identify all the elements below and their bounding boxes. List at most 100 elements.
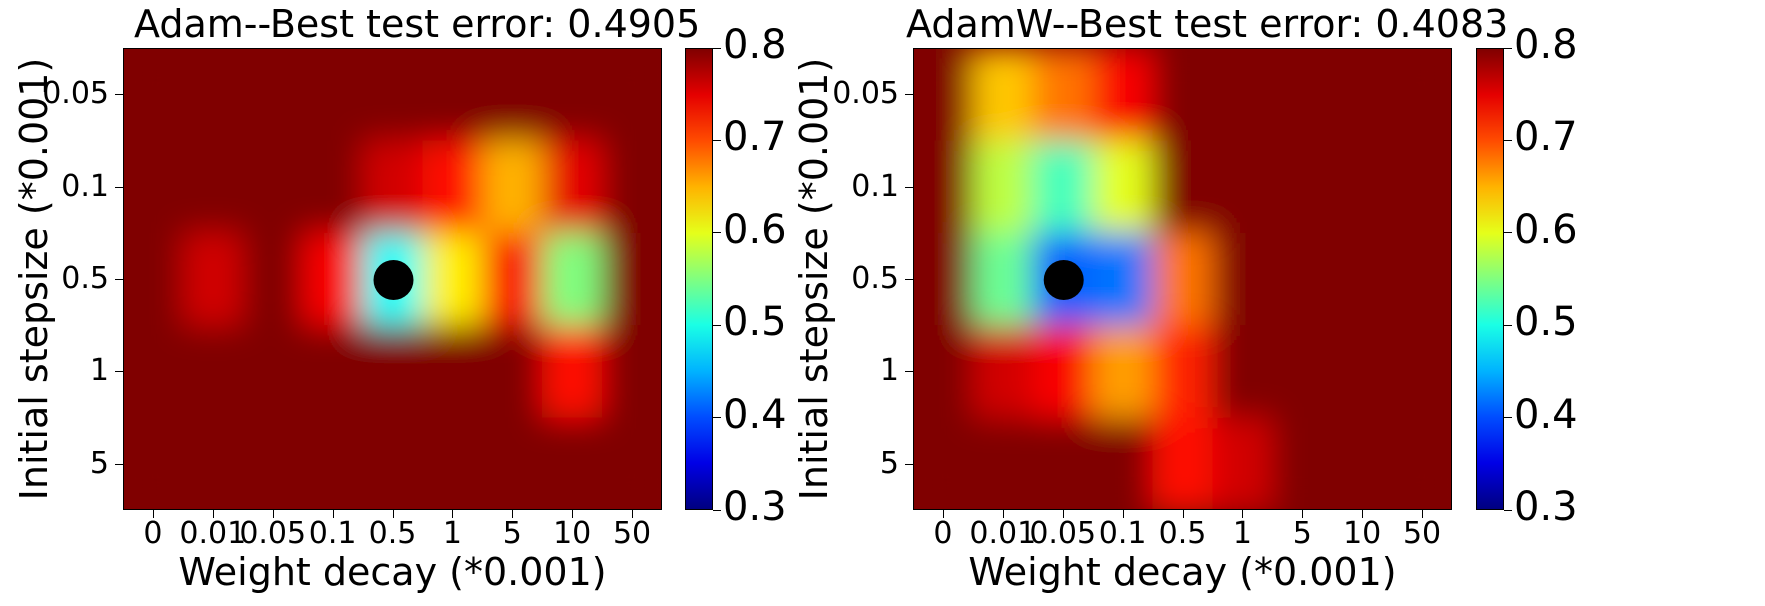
- colorbar-tick-label: 0.8: [723, 22, 787, 68]
- heatmap-cell: [602, 49, 661, 143]
- colorbar-tick-label: 0.3: [1514, 484, 1578, 530]
- heatmap-cell: [124, 325, 185, 420]
- y-tick-mark: [115, 463, 123, 465]
- heatmap-cell: [242, 49, 305, 143]
- heatmap-cell: [242, 232, 305, 328]
- heatmap-cell: [482, 417, 545, 509]
- heatmap-cell: [914, 325, 975, 420]
- heatmap-cell: [542, 140, 605, 235]
- x-tick-mark: [152, 510, 154, 518]
- x-tick-mark: [1422, 510, 1424, 518]
- y-tick-label: 0.5: [61, 261, 109, 296]
- heatmap-cell: [1392, 49, 1451, 143]
- heatmap-cell: [1152, 232, 1215, 328]
- y-tick-label: 5: [89, 445, 109, 481]
- y-tick-mark: [905, 463, 913, 465]
- colorbar-tick-mark: [1504, 139, 1512, 141]
- heatmap-cell: [1032, 417, 1095, 509]
- colorbar-tick-mark: [1504, 47, 1512, 49]
- heatmap-cell: [1212, 325, 1275, 420]
- heatmap-cell: [1212, 140, 1275, 235]
- heatmap-cell: [302, 140, 365, 235]
- colorbar-tick-mark: [713, 509, 721, 511]
- heatmap-cell: [242, 140, 305, 235]
- y-tick-label: 5: [879, 445, 899, 481]
- x-tick-label: 0.5: [1158, 516, 1207, 551]
- heatmap-cell: [242, 417, 305, 509]
- x-tick-mark: [212, 510, 214, 518]
- colorbar-tick-mark: [713, 417, 721, 419]
- heatmap-cell: [302, 417, 365, 509]
- x-tick-mark: [1242, 510, 1244, 518]
- heatmap-cell: [602, 232, 661, 328]
- y-tick-label: 1: [879, 353, 899, 389]
- x-tick-label: 0.1: [1098, 516, 1147, 551]
- heatmap-cell: [1332, 325, 1395, 420]
- heatmap-cell: [182, 325, 245, 420]
- y-tick-label: 0.5: [851, 261, 899, 296]
- y-tick-mark: [905, 186, 913, 188]
- heatmap-plot-adam: [123, 48, 662, 510]
- colorbar-tick-mark: [713, 324, 721, 326]
- y-tick-label: 0.05: [42, 76, 109, 112]
- heatmap-cell: [124, 49, 185, 143]
- heatmap-cell: [1212, 232, 1275, 328]
- heatmap-cell: [302, 49, 365, 143]
- heatmap-cell: [362, 49, 425, 143]
- x-axis-label-adamw: Weight decay (*0.001): [968, 550, 1397, 594]
- heatmap-cell: [1272, 232, 1335, 328]
- heatmap-cell: [362, 325, 425, 420]
- heatmap-cell: [1152, 49, 1215, 143]
- x-tick-mark: [512, 510, 514, 518]
- heatmap-cell: [482, 232, 545, 328]
- x-tick-mark: [1122, 510, 1124, 518]
- heatmap-cell: [1272, 140, 1335, 235]
- heatmap-cell: [1212, 49, 1275, 143]
- colorbar-tick-label: 0.5: [723, 299, 787, 346]
- heatmap-cell: [1272, 325, 1335, 420]
- heatmap-cell: [1392, 140, 1451, 235]
- heatmap-cell: [482, 49, 545, 143]
- y-tick-mark: [905, 371, 913, 373]
- heatmap-cell: [1092, 49, 1155, 143]
- x-tick-mark: [1002, 510, 1004, 518]
- heatmap-cell: [602, 325, 661, 420]
- heatmap-cell: [1332, 140, 1395, 235]
- x-tick-mark: [272, 510, 274, 518]
- heatmap-cell: [302, 325, 365, 420]
- y-tick-label: 0.1: [61, 168, 109, 204]
- colorbar-tick-label: 0.5: [1514, 299, 1578, 346]
- heatmap-cell: [182, 140, 245, 235]
- heatmap-cell: [422, 325, 485, 420]
- y-tick-label: 1: [89, 353, 109, 389]
- colorbar-tick-label: 0.7: [1514, 114, 1578, 161]
- colorbar-tick-label: 0.6: [1514, 206, 1578, 253]
- heatmap-cell: [972, 140, 1035, 235]
- heatmap-plot-adamw: [913, 48, 1452, 510]
- y-tick-mark: [115, 94, 123, 96]
- x-tick-label: 1: [1232, 516, 1252, 551]
- heatmap-cell: [972, 49, 1035, 143]
- x-axis-label-adam: Weight decay (*0.001): [178, 550, 607, 594]
- x-tick-label: 0: [143, 516, 163, 551]
- colorbar-tick-mark: [1504, 509, 1512, 511]
- x-tick-label: 1: [442, 516, 462, 551]
- heatmap-cell: [1332, 417, 1395, 509]
- heatmap-cell: [972, 417, 1035, 509]
- x-tick-label: 5: [1292, 516, 1312, 551]
- heatmap-cell: [422, 140, 485, 235]
- colorbar-tick-mark: [1504, 232, 1512, 234]
- x-tick-mark: [1062, 510, 1064, 518]
- y-tick-label: 0.1: [851, 168, 899, 204]
- heatmap-cell: [914, 417, 975, 509]
- y-tick-mark: [905, 279, 913, 280]
- x-tick-mark: [572, 510, 574, 518]
- heatmap-cell: [482, 325, 545, 420]
- x-tick-label: 0.05: [239, 516, 307, 551]
- x-tick-mark: [452, 510, 454, 518]
- colorbar-tick-label: 0.8: [1514, 22, 1578, 68]
- heatmap-cell: [1152, 140, 1215, 235]
- chart-title-adamw: AdamW--Best test error: 0.4083: [906, 2, 1509, 46]
- heatmap-cell: [1092, 417, 1155, 509]
- heatmap-cell: [362, 417, 425, 509]
